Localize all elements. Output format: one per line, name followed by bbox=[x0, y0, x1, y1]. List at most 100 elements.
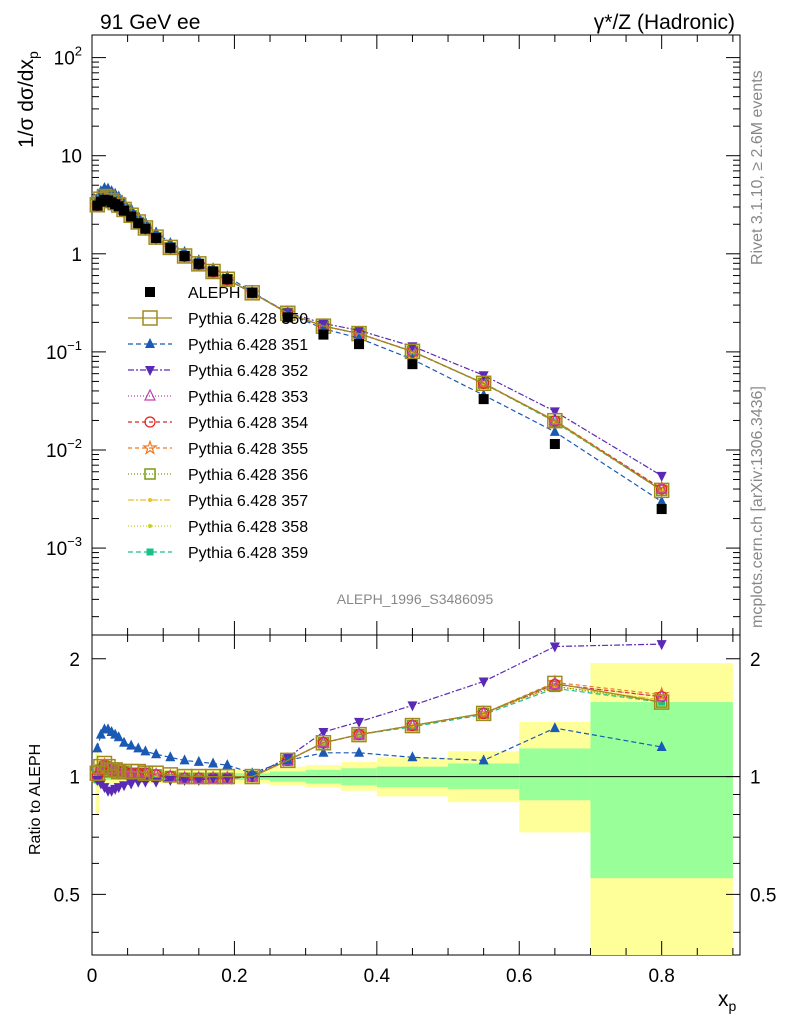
legend-label: Pythia 6.428 352 bbox=[188, 363, 308, 380]
data-point bbox=[208, 266, 219, 277]
data-point bbox=[354, 339, 365, 350]
series-point bbox=[656, 495, 667, 506]
legend-marker bbox=[146, 548, 154, 556]
legend-label: Pythia 6.428 358 bbox=[188, 519, 308, 536]
ratio-series-point bbox=[140, 745, 151, 756]
legend-label: Pythia 6.428 350 bbox=[188, 311, 308, 328]
legend-marker bbox=[144, 416, 156, 428]
y-tick-label: 0.5 bbox=[54, 885, 80, 906]
data-point bbox=[282, 312, 293, 323]
data-point bbox=[407, 359, 418, 370]
x-tick-label: 0 bbox=[87, 966, 98, 987]
y-tick-label: 1 bbox=[71, 245, 82, 266]
y-tick-label: 2 bbox=[69, 650, 80, 671]
ratio-series-point bbox=[219, 768, 236, 785]
series-point bbox=[162, 239, 179, 256]
y-tick-label: 0.5 bbox=[750, 885, 776, 906]
data-point bbox=[193, 258, 204, 269]
legend-label: ALEPH bbox=[188, 285, 240, 302]
ratio-series-point bbox=[119, 781, 130, 792]
left-title: 91 GeV ee bbox=[100, 11, 200, 34]
data-point bbox=[151, 232, 162, 243]
mcplots-label: mcplots.cern.ch [arXiv:1306.3436] bbox=[749, 386, 766, 628]
ratio-series-point bbox=[193, 775, 204, 786]
ratio-series-point bbox=[247, 767, 258, 778]
data-point bbox=[165, 242, 176, 253]
ratio-series-point bbox=[656, 640, 667, 651]
ratio-series-point bbox=[244, 768, 260, 785]
legend-label: Pythia 6.428 353 bbox=[188, 389, 308, 406]
series-point bbox=[549, 425, 560, 436]
series-point bbox=[148, 229, 164, 245]
legend-marker bbox=[145, 366, 155, 376]
legend-marker bbox=[145, 338, 155, 348]
x-tick-label: 0.2 bbox=[221, 966, 247, 987]
y-tick-label: 1 bbox=[750, 768, 761, 789]
y-axis-label-main: 1/σ dσ/dxp bbox=[15, 51, 41, 148]
ratio-series-point bbox=[193, 755, 204, 766]
legend-label: Pythia 6.428 351 bbox=[188, 337, 308, 354]
rivet-label: Rivet 3.1.10, ≥ 2.6M events bbox=[749, 70, 766, 265]
x-axis-label: xp bbox=[718, 988, 737, 1014]
series-point bbox=[653, 482, 670, 499]
y-tick-label: 10−1 bbox=[46, 338, 82, 364]
ratio-series-point bbox=[126, 779, 137, 790]
analysis-label: ALEPH_1996_S3486095 bbox=[337, 591, 494, 607]
ratio-series-point bbox=[137, 765, 154, 781]
ratio-series-point bbox=[404, 717, 421, 734]
y-tick-label: 10−3 bbox=[46, 534, 82, 560]
data-point bbox=[222, 274, 233, 285]
series-point bbox=[176, 248, 193, 264]
ratio-series-point bbox=[133, 742, 144, 753]
ratio-series-point bbox=[126, 739, 137, 750]
ratio-series-point bbox=[653, 686, 670, 702]
ratio-series-point bbox=[315, 735, 332, 751]
ratio-series-point bbox=[179, 754, 190, 765]
ratio-series-point bbox=[208, 757, 219, 768]
series-line bbox=[96, 196, 663, 490]
ratio-series-point bbox=[113, 731, 124, 742]
ratio-series-point bbox=[222, 759, 233, 770]
ratio-series-point bbox=[165, 775, 176, 786]
ratio-uncertainty-bands bbox=[92, 663, 740, 955]
x-tick-label: 0.4 bbox=[364, 966, 391, 987]
ratio-series-point bbox=[407, 751, 418, 762]
series-point bbox=[547, 412, 563, 429]
data-point bbox=[656, 504, 667, 515]
series-point bbox=[656, 471, 667, 482]
ratio-series-point bbox=[95, 728, 106, 739]
series-point bbox=[354, 326, 365, 337]
ratio-series-point bbox=[318, 746, 329, 757]
series-line bbox=[96, 196, 663, 490]
ratio-series-point bbox=[151, 748, 162, 759]
ratio-series-point bbox=[280, 752, 296, 769]
ratio-series-point bbox=[179, 775, 190, 786]
legend-marker bbox=[144, 388, 156, 401]
y-tick-label: 102 bbox=[54, 44, 82, 70]
ratio-series-point bbox=[653, 694, 670, 710]
right-title: γ*/Z (Hadronic) bbox=[594, 11, 735, 34]
legend-label: Pythia 6.428 354 bbox=[188, 415, 308, 432]
legend-marker bbox=[144, 468, 156, 480]
band-inner bbox=[519, 748, 591, 801]
data-point bbox=[247, 287, 258, 298]
ratio-series-point bbox=[107, 762, 123, 778]
y-tick-label: 10−2 bbox=[46, 436, 82, 462]
ratio-series-point bbox=[547, 675, 563, 692]
ratio-series-point bbox=[549, 642, 560, 653]
data-point bbox=[478, 394, 489, 405]
y-tick-label: 2 bbox=[750, 650, 761, 671]
series-point bbox=[205, 263, 221, 280]
data-point bbox=[126, 211, 137, 222]
series-point bbox=[244, 285, 260, 301]
ratio-series-point bbox=[351, 726, 367, 743]
data-point bbox=[119, 205, 130, 216]
ratio-series-point bbox=[475, 705, 492, 722]
axis-ticks: 0 0.2 0.4 0.6 0.8 102 10 1 10−1 10−2 10−3 2 2 1 1 0.5 0.… bbox=[46, 35, 776, 987]
legend-marker bbox=[142, 310, 158, 326]
main-plot-series bbox=[89, 181, 670, 515]
data-point bbox=[318, 329, 329, 340]
ratio-series-point bbox=[119, 736, 130, 747]
data-point bbox=[179, 250, 190, 261]
